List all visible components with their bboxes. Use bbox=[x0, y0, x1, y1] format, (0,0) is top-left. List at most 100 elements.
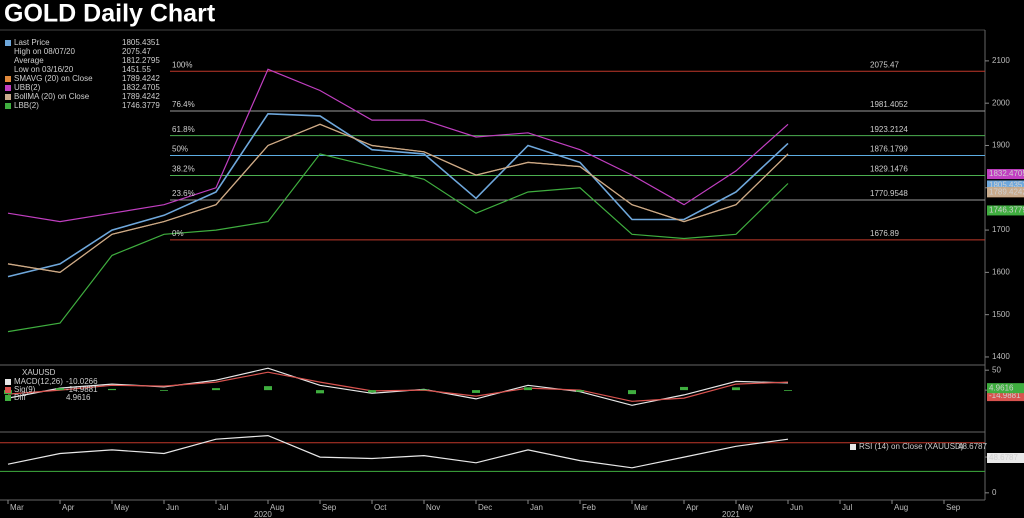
x-tick-label: Dec bbox=[478, 503, 492, 512]
legend-label: MACD(12,26) bbox=[14, 377, 63, 386]
legend-stat-value: 2075.47 bbox=[122, 47, 151, 56]
x-tick-label: Apr bbox=[686, 503, 699, 512]
value-tag-label: 48.6787 bbox=[989, 453, 1018, 462]
value-tag-label: 1789.4242 bbox=[989, 187, 1024, 196]
y-tick-label: 50 bbox=[992, 365, 1001, 374]
fib-value: 2075.47 bbox=[870, 60, 899, 69]
x-tick-label: Mar bbox=[10, 503, 24, 512]
fib-value: 1829.1476 bbox=[870, 165, 908, 174]
x-tick-label: Nov bbox=[426, 503, 440, 512]
legend-value: 1789.4242 bbox=[122, 92, 160, 101]
diff-bar bbox=[576, 390, 584, 392]
plot-area bbox=[4, 367, 792, 406]
y-tick-label: 0 bbox=[992, 488, 997, 497]
series-line bbox=[7, 68, 789, 223]
x-tick-label: Sep bbox=[946, 503, 961, 512]
fib-value: 1876.1799 bbox=[870, 145, 908, 154]
y-tick-label: 1600 bbox=[992, 267, 1010, 276]
fib-label: 38.2% bbox=[172, 165, 195, 174]
legend-label: Last Price bbox=[14, 38, 50, 47]
fib-label: 100% bbox=[172, 60, 192, 69]
value-tag bbox=[987, 383, 1024, 394]
value-tag bbox=[987, 205, 1024, 216]
x-tick-label: Jun bbox=[166, 503, 179, 512]
diff-bar bbox=[212, 388, 220, 391]
value-tag-label: 1746.3779 bbox=[989, 206, 1024, 215]
x-tick-label: May bbox=[114, 503, 129, 512]
legend-label: RSI (14) on Close (XAUUSD) bbox=[859, 442, 964, 451]
legend-label: Sig(9) bbox=[14, 385, 36, 394]
legend-value: -14.9881 bbox=[66, 385, 98, 394]
diff-bar bbox=[524, 387, 532, 391]
y-tick-label: 2000 bbox=[992, 98, 1010, 107]
legend-value: 1789.4242 bbox=[122, 74, 160, 83]
chart-title: GOLD Daily Chart bbox=[4, 0, 216, 28]
legend-swatch bbox=[5, 85, 11, 91]
x-tick-label: Jul bbox=[218, 503, 228, 512]
diff-bar bbox=[108, 388, 116, 391]
legend-value: 1746.3779 bbox=[122, 101, 160, 110]
diff-bar bbox=[160, 390, 168, 391]
legend-box bbox=[2, 37, 166, 110]
x-tick-label: Sep bbox=[322, 503, 337, 512]
series-line bbox=[7, 112, 789, 278]
plot-area bbox=[7, 68, 985, 333]
diff-bar bbox=[628, 390, 636, 395]
x-tick-label: Jan bbox=[530, 503, 543, 512]
value-tag-label: 4.9616 bbox=[989, 383, 1014, 392]
legend-label: Diff bbox=[14, 393, 27, 402]
legend-value: -10.0266 bbox=[66, 377, 98, 386]
plot-area bbox=[0, 434, 985, 472]
y-tick-label: 1900 bbox=[992, 141, 1010, 150]
y-tick-label: 2100 bbox=[992, 56, 1010, 65]
legend-swatch bbox=[5, 76, 11, 82]
y-tick-label: 1400 bbox=[992, 352, 1010, 361]
legend-swatch bbox=[5, 94, 11, 100]
legend-value: 4.9616 bbox=[66, 393, 91, 402]
diff-bar bbox=[784, 390, 792, 391]
legend-value: 1805.4351 bbox=[122, 38, 160, 47]
legend-swatch bbox=[5, 387, 11, 393]
diff-bar bbox=[680, 386, 688, 391]
diff-bar bbox=[316, 390, 324, 394]
x-tick-label: Aug bbox=[894, 503, 908, 512]
value-tag bbox=[987, 187, 1024, 198]
diff-bar bbox=[472, 390, 480, 393]
x-tick-label: May bbox=[738, 503, 753, 512]
legend-swatch bbox=[5, 395, 11, 401]
legend-label: BollMA (20) on Close bbox=[14, 92, 90, 101]
legend-stat-value: 1812.2795 bbox=[122, 56, 160, 65]
value-tag bbox=[987, 452, 1024, 463]
x-tick-label: Jun bbox=[790, 503, 803, 512]
legend-value: 1832.4705 bbox=[122, 83, 160, 92]
diff-bar bbox=[264, 386, 272, 391]
y-tick-label: 1500 bbox=[992, 310, 1010, 319]
value-tag-label: 1832.4705 bbox=[989, 169, 1024, 178]
panel-title: XAUUSD bbox=[22, 368, 56, 377]
legend-value: 48.6787 bbox=[958, 442, 987, 451]
x-tick-label: Aug bbox=[270, 503, 284, 512]
value-tag bbox=[987, 180, 1024, 191]
fib-value: 1981.4052 bbox=[870, 100, 908, 109]
legend-swatch bbox=[5, 379, 11, 385]
x-tick-label: Jul bbox=[842, 503, 852, 512]
value-tag bbox=[987, 391, 1024, 402]
diff-bar bbox=[732, 387, 740, 391]
fib-label: 50% bbox=[172, 145, 188, 154]
legend-label: UBB(2) bbox=[14, 83, 41, 92]
legend-stat-label: Average bbox=[14, 56, 44, 65]
fib-label: 0% bbox=[172, 229, 184, 238]
legend-label: SMAVG (20) on Close bbox=[14, 74, 93, 83]
x-tick-label: Apr bbox=[62, 503, 75, 512]
diff-bar bbox=[56, 388, 64, 391]
fib-label: 61.8% bbox=[172, 125, 195, 134]
fib-value: 1923.2124 bbox=[870, 125, 908, 134]
fib-label: 23.6% bbox=[172, 189, 195, 198]
fib-value: 1770.9548 bbox=[870, 189, 908, 198]
year-label: 2020 bbox=[254, 510, 272, 518]
series-line bbox=[7, 123, 789, 274]
year-label: 2021 bbox=[722, 510, 740, 518]
series-line bbox=[7, 371, 789, 402]
